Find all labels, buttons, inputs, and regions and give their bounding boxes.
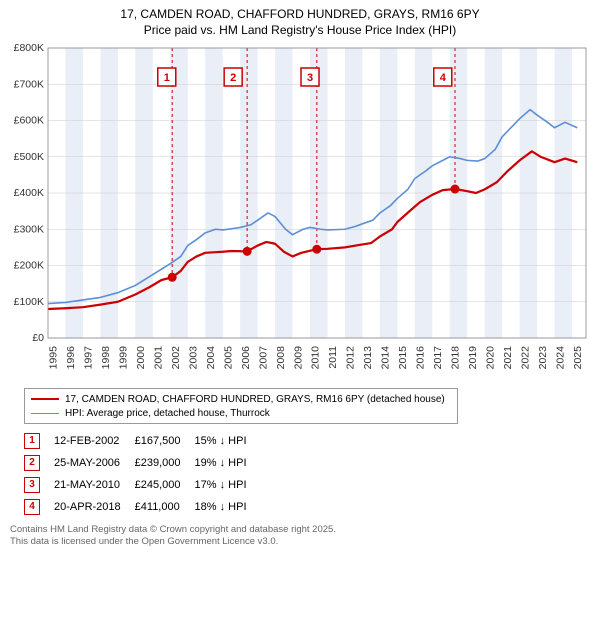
- annotation-date: 12-FEB-2002: [54, 430, 135, 452]
- svg-text:2001: 2001: [153, 346, 165, 370]
- svg-text:2004: 2004: [205, 346, 217, 370]
- legend-item: HPI: Average price, detached house, Thur…: [31, 406, 451, 420]
- svg-text:2017: 2017: [432, 346, 444, 370]
- chart-area: £0 £100K £200K £300K £400K £500K £600K £700K £80…: [6, 42, 594, 382]
- annotation-price: £239,000: [135, 452, 195, 474]
- annotation-price: £167,500: [135, 430, 195, 452]
- legend: 17, CAMDEN ROAD, CHAFFORD HUNDRED, GRAYS…: [24, 388, 458, 424]
- svg-text:2006: 2006: [240, 346, 252, 370]
- svg-text:2020: 2020: [484, 346, 496, 370]
- annotation-date: 25-MAY-2006: [54, 452, 135, 474]
- footer-attribution: Contains HM Land Registry data © Crown c…: [10, 524, 594, 548]
- svg-text:2: 2: [230, 72, 236, 84]
- svg-text:2024: 2024: [554, 346, 566, 370]
- annotation-delta: 18% ↓ HPI: [195, 496, 261, 518]
- svg-text:1998: 1998: [100, 346, 112, 370]
- annotation-date: 20-APR-2018: [54, 496, 135, 518]
- title-line-2: Price paid vs. HM Land Registry's House …: [6, 22, 594, 38]
- svg-text:1: 1: [164, 72, 170, 84]
- svg-text:2019: 2019: [467, 346, 479, 370]
- annotation-table: 1 12-FEB-2002£167,50015% ↓ HPI 2 25-MAY-200…: [24, 430, 261, 518]
- legend-swatch: [31, 398, 59, 400]
- annotation-marker: 3: [24, 477, 40, 493]
- svg-text:2014: 2014: [380, 346, 392, 370]
- svg-text:2015: 2015: [397, 346, 409, 370]
- svg-text:4: 4: [440, 72, 447, 84]
- annotation-delta: 17% ↓ HPI: [195, 474, 261, 496]
- svg-text:£700K: £700K: [14, 79, 44, 91]
- svg-text:2016: 2016: [415, 346, 427, 370]
- table-row: 1 12-FEB-2002£167,50015% ↓ HPI: [24, 430, 261, 452]
- svg-text:2003: 2003: [187, 346, 199, 370]
- svg-text:2022: 2022: [519, 346, 531, 370]
- legend-item: 17, CAMDEN ROAD, CHAFFORD HUNDRED, GRAYS…: [31, 392, 451, 406]
- svg-text:£200K: £200K: [14, 260, 44, 272]
- annotation-marker: 2: [24, 455, 40, 471]
- legend-swatch: [31, 413, 59, 414]
- svg-text:1999: 1999: [118, 346, 130, 370]
- svg-text:£500K: £500K: [14, 151, 44, 163]
- svg-text:1996: 1996: [65, 346, 77, 370]
- footer-line-1: Contains HM Land Registry data © Crown c…: [10, 524, 594, 536]
- svg-text:2012: 2012: [345, 346, 357, 370]
- title-line-1: 17, CAMDEN ROAD, CHAFFORD HUNDRED, GRAYS…: [6, 6, 594, 22]
- svg-text:2008: 2008: [275, 346, 287, 370]
- svg-text:2021: 2021: [502, 346, 514, 370]
- svg-text:2009: 2009: [292, 346, 304, 370]
- svg-text:2023: 2023: [537, 346, 549, 370]
- svg-text:£300K: £300K: [14, 224, 44, 236]
- footer-line-2: This data is licensed under the Open Gov…: [10, 536, 594, 548]
- svg-text:£800K: £800K: [14, 42, 44, 54]
- svg-text:2000: 2000: [135, 346, 147, 370]
- svg-text:1995: 1995: [48, 346, 60, 370]
- svg-text:2010: 2010: [310, 346, 322, 370]
- legend-label: HPI: Average price, detached house, Thur…: [65, 408, 270, 419]
- svg-text:2005: 2005: [222, 346, 234, 370]
- svg-text:£400K: £400K: [14, 187, 44, 199]
- svg-text:2007: 2007: [257, 346, 269, 370]
- annotation-date: 21-MAY-2010: [54, 474, 135, 496]
- table-row: 2 25-MAY-2006£239,00019% ↓ HPI: [24, 452, 261, 474]
- svg-text:£100K: £100K: [14, 296, 44, 308]
- table-row: 3 21-MAY-2010£245,00017% ↓ HPI: [24, 474, 261, 496]
- annotation-price: £411,000: [135, 496, 195, 518]
- chart-title: 17, CAMDEN ROAD, CHAFFORD HUNDRED, GRAYS…: [6, 6, 594, 38]
- svg-text:£0: £0: [32, 332, 44, 344]
- svg-text:1997: 1997: [83, 346, 95, 370]
- legend-label: 17, CAMDEN ROAD, CHAFFORD HUNDRED, GRAYS…: [65, 394, 445, 405]
- annotation-marker: 1: [24, 433, 40, 449]
- svg-text:2013: 2013: [362, 346, 374, 370]
- line-chart-svg: £0 £100K £200K £300K £400K £500K £600K £700K £80…: [6, 42, 594, 382]
- annotation-price: £245,000: [135, 474, 195, 496]
- svg-text:2025: 2025: [572, 346, 584, 370]
- annotation-marker: 4: [24, 499, 40, 515]
- table-row: 4 20-APR-2018£411,00018% ↓ HPI: [24, 496, 261, 518]
- svg-text:3: 3: [307, 72, 313, 84]
- annotation-delta: 19% ↓ HPI: [195, 452, 261, 474]
- svg-text:2002: 2002: [170, 346, 182, 370]
- svg-text:2011: 2011: [327, 346, 339, 369]
- svg-text:2018: 2018: [449, 346, 461, 370]
- annotation-delta: 15% ↓ HPI: [195, 430, 261, 452]
- svg-text:£600K: £600K: [14, 115, 44, 127]
